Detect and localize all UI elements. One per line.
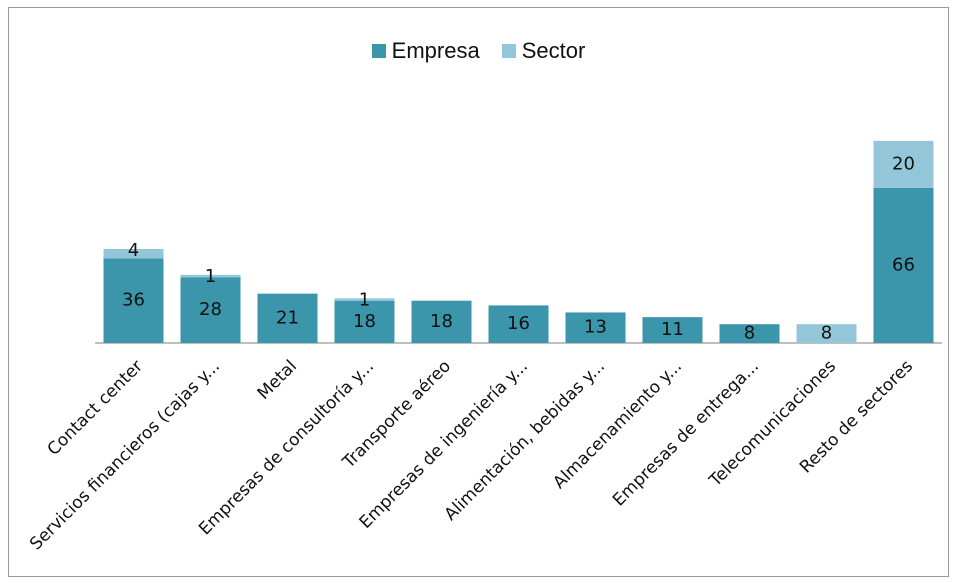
bar-empresa-7 — [642, 317, 703, 343]
data-label-sector-1: 1 — [205, 266, 216, 287]
data-label-empresa-1: 28 — [199, 299, 222, 320]
data-label-empresa-2: 21 — [276, 307, 299, 328]
bar-empresa-1 — [180, 277, 241, 343]
bar-empresa-4 — [411, 300, 472, 343]
bar-sector-10 — [873, 140, 934, 188]
category-label-8: Empresas de entrega... — [609, 356, 763, 510]
data-label-empresa-4: 18 — [430, 311, 453, 332]
chart-frame — [8, 7, 949, 577]
category-label-2: Metal — [254, 356, 301, 403]
bar-sector-3 — [334, 298, 395, 301]
chart-legend: Empresa Sector — [0, 38, 957, 64]
data-label-empresa-6: 13 — [584, 317, 607, 338]
legend-swatch-empresa — [371, 44, 386, 58]
legend-swatch-sector — [501, 44, 516, 58]
legend-item-sector: Sector — [501, 38, 586, 64]
bar-empresa-0 — [103, 258, 164, 343]
data-label-empresa-10: 66 — [892, 254, 915, 275]
data-label-empresa-5: 16 — [507, 313, 530, 334]
bar-empresa-6 — [565, 312, 626, 343]
data-label-sector-3: 1 — [359, 289, 370, 310]
data-label-sector-9: 8 — [821, 323, 832, 344]
bar-empresa-3 — [334, 300, 395, 343]
data-label-empresa-8: 8 — [744, 323, 755, 344]
data-label-empresa-7: 11 — [661, 319, 684, 340]
bar-sector-9 — [796, 324, 857, 343]
bar-empresa-8 — [719, 324, 780, 343]
category-label-9: Telecomunicaciones — [705, 356, 840, 491]
bar-sector-1 — [180, 274, 241, 278]
category-label-6: Alimentación, bebidas y... — [441, 356, 609, 524]
data-label-sector-10: 20 — [892, 153, 915, 174]
category-label-7: Almacenamiento y... — [549, 356, 686, 493]
legend-label-sector: Sector — [521, 38, 586, 63]
legend-label-empresa: Empresa — [391, 38, 480, 63]
bar-sector-0 — [103, 249, 164, 259]
data-label-empresa-3: 18 — [353, 311, 376, 332]
bar-empresa-5 — [488, 305, 549, 343]
data-label-sector-0: 4 — [128, 240, 139, 261]
bar-empresa-2 — [257, 293, 318, 343]
legend-item-empresa: Empresa — [371, 38, 480, 64]
data-label-empresa-0: 36 — [122, 290, 145, 311]
bar-empresa-10 — [873, 187, 934, 343]
